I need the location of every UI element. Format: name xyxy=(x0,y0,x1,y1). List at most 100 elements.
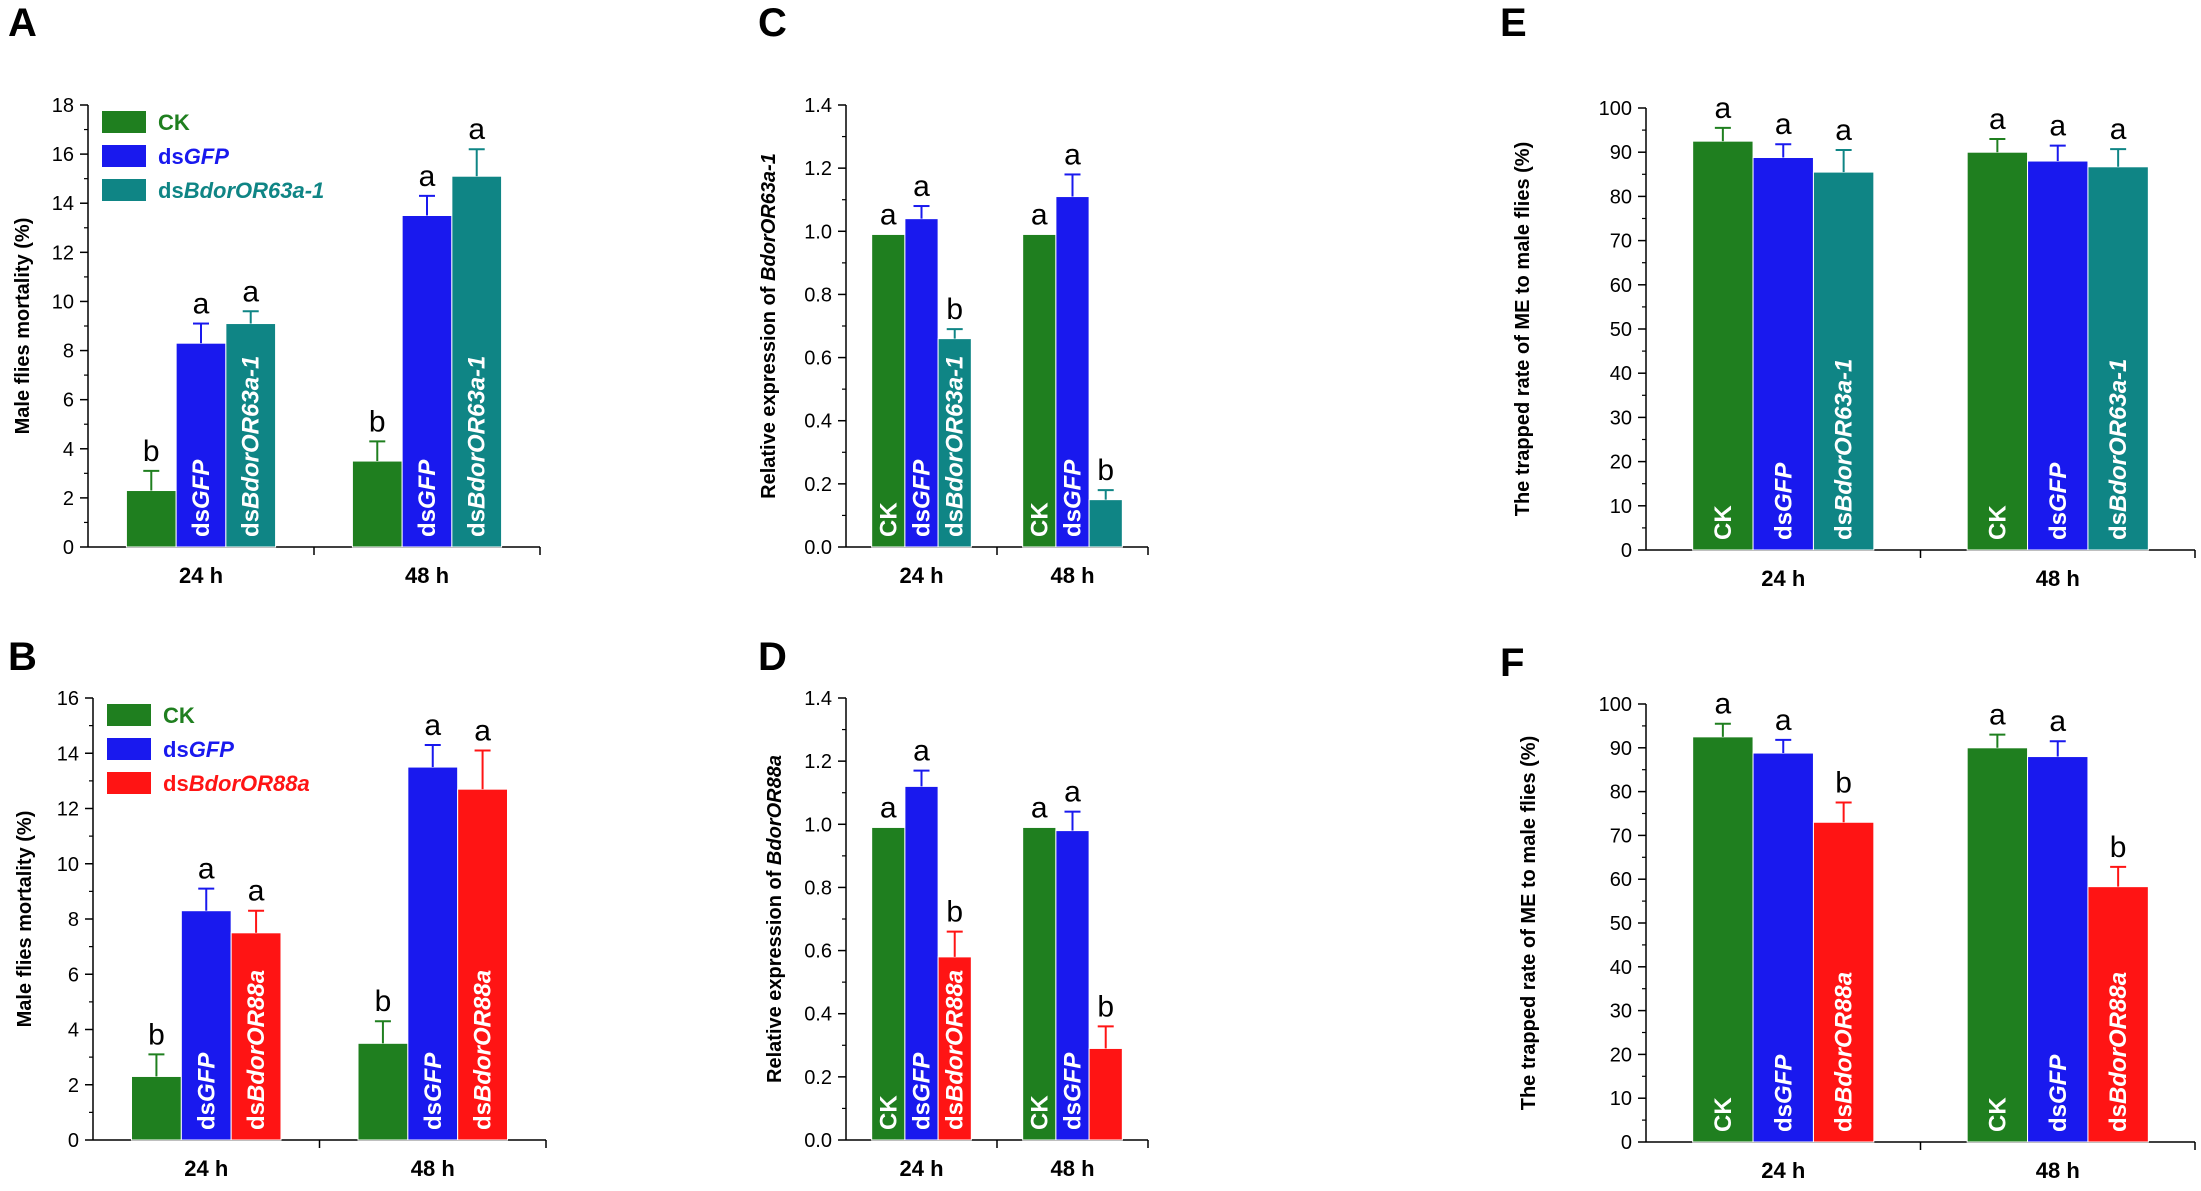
y-axis-title-text: The trapped rate of ME to male flies (%) xyxy=(1512,142,1534,517)
bar-label-prefix: ds xyxy=(909,509,936,537)
y-tick-label: 1.0 xyxy=(804,221,832,243)
bar-label-prefix: ds xyxy=(2105,1104,2132,1132)
x-category-label: 48 h xyxy=(2036,566,2080,591)
significance-letter: a xyxy=(193,288,210,321)
bar-label-gene: GFP xyxy=(2045,1054,2072,1104)
bar-label-prefix: ds xyxy=(1060,509,1087,537)
bar-ck xyxy=(357,1042,409,1141)
bar-label-gene: BdorOR63a-1 xyxy=(2105,359,2132,512)
legend-label: dsBdorOR63a-1 xyxy=(158,178,324,203)
legend-prefix: ds xyxy=(163,771,189,796)
bar-label: dsGFP xyxy=(193,1052,220,1130)
significance-letter: b xyxy=(2110,831,2127,864)
x-category-label: 24 h xyxy=(899,1156,943,1181)
significance-letter: a xyxy=(913,170,930,203)
bar-label-gene: CK xyxy=(1026,1095,1053,1130)
legend-prefix: ds xyxy=(163,737,189,762)
y-tick-label: 80 xyxy=(1610,186,1632,208)
bar-label-gene: BdorOR63a-1 xyxy=(1831,359,1858,512)
bar-label-gene: BdorOR88a xyxy=(942,970,969,1102)
y-tick-label: 14 xyxy=(57,743,79,765)
y-tick-label: 50 xyxy=(1610,913,1632,935)
bar-label: dsBdorOR63a-1 xyxy=(238,356,265,537)
bar-label-prefix: ds xyxy=(909,1102,936,1130)
bar-label-prefix: ds xyxy=(1093,414,1120,442)
x-category-label: 48 h xyxy=(411,1156,455,1181)
bar-label: dsBdorOR88a xyxy=(2105,972,2132,1132)
y-tick-label: 10 xyxy=(1610,1088,1632,1110)
legend-swatch-ck xyxy=(107,704,151,726)
bar-label: dsGFP xyxy=(1770,1054,1797,1132)
significance-letter: a xyxy=(1989,699,2006,732)
bar-dsbdoror88a xyxy=(1812,821,1875,1143)
y-tick-label: 10 xyxy=(52,291,74,313)
bar-label: dsGFP xyxy=(2045,462,2072,540)
legend-label: CK xyxy=(158,110,190,135)
bar-ck xyxy=(1022,233,1057,548)
bar-ck xyxy=(131,1075,182,1141)
bar-label-prefix: ds xyxy=(942,1102,969,1130)
y-tick-label: 100 xyxy=(1599,98,1632,120)
y-tick-label: 30 xyxy=(1610,407,1632,429)
y-tick-label: 0.4 xyxy=(804,411,832,433)
panel-letter: A xyxy=(8,1,37,45)
bar-label: dsBdorOR88a xyxy=(1831,972,1858,1132)
bar-label-gene: GFP xyxy=(193,1052,220,1102)
bar-dsbdoror88a xyxy=(457,788,508,1141)
legend-gene: BdorOR88a xyxy=(189,771,310,796)
y-tick-label: 40 xyxy=(1610,363,1632,385)
y-tick-label: 90 xyxy=(1610,142,1632,164)
y-axis-title: Relative expression of BdorOR88a xyxy=(764,755,786,1083)
bar-label: CK xyxy=(143,971,170,1006)
panel-letter: E xyxy=(1500,1,1527,45)
y-tick-label: 0.2 xyxy=(804,1067,832,1089)
bar-label: dsBdorOR88a xyxy=(1093,818,1120,978)
y-tick-label: 16 xyxy=(57,688,79,710)
bar-label-gene: BdorOR63a-1 xyxy=(238,356,265,509)
x-category-label: 48 h xyxy=(405,563,449,588)
y-tick-label: 6 xyxy=(68,964,79,986)
legend-swatch-dsgfp xyxy=(102,145,146,167)
y-tick-label: 20 xyxy=(1610,1044,1632,1066)
bar-label-gene: GFP xyxy=(909,459,936,509)
bar-label-prefix: ds xyxy=(1831,512,1858,540)
legend-gene: GFP xyxy=(189,737,235,762)
bar-dsbdoror63a-1 xyxy=(225,323,277,548)
significance-letter: a xyxy=(248,875,265,908)
bar-label-gene: GFP xyxy=(1770,1054,1797,1104)
y-axis-title: The trapped rate of ME to male flies (%) xyxy=(1518,736,1540,1111)
legend-label: dsGFP xyxy=(158,144,229,169)
y-tick-label: 100 xyxy=(1599,694,1632,716)
y-axis-title: Relative expression of BdorOR63a-1 xyxy=(758,153,780,499)
bar-label-gene: CK xyxy=(364,358,391,393)
x-category-label: 48 h xyxy=(1050,1156,1094,1181)
panel-letter: D xyxy=(758,635,787,679)
bar-dsbdoror63a-1 xyxy=(937,338,972,548)
y-axis-title-text: Relative expression of xyxy=(764,865,786,1083)
y-tick-label: 0 xyxy=(1621,1132,1632,1154)
bar-label: dsGFP xyxy=(2045,1054,2072,1132)
y-tick-label: 0.2 xyxy=(804,474,832,496)
significance-letter: b xyxy=(143,435,160,468)
bar-label-prefix: ds xyxy=(470,1102,497,1130)
significance-letter: a xyxy=(2049,705,2066,738)
significance-letter: a xyxy=(242,275,259,308)
bar-label: dsGFP xyxy=(909,459,936,537)
bar-label-gene: CK xyxy=(1984,1097,2011,1132)
y-tick-label: 40 xyxy=(1610,957,1632,979)
significance-letter: b xyxy=(1097,990,1114,1023)
y-tick-label: 0 xyxy=(63,537,74,559)
bar-label: dsBdorOR63a-1 xyxy=(1831,359,1858,540)
bar-label-prefix: ds xyxy=(243,1102,270,1130)
bar-label-prefix: ds xyxy=(414,509,441,537)
panel-f: F 0 10 20 30 40 50 60 70 80 90 100 The trapped rate … xyxy=(1500,641,2196,1183)
bar-label-gene: CK xyxy=(143,971,170,1006)
significance-letter: a xyxy=(1064,776,1081,809)
bar-label-gene: GFP xyxy=(1770,462,1797,512)
bar-label-gene: BdorOR63a-1 xyxy=(942,356,969,509)
y-tick-label: 0.6 xyxy=(804,941,832,963)
bar-label-gene: BdorOR88a xyxy=(1831,972,1858,1104)
y-tick-label: 16 xyxy=(52,144,74,166)
legend-label: dsBdorOR88a xyxy=(163,771,310,796)
